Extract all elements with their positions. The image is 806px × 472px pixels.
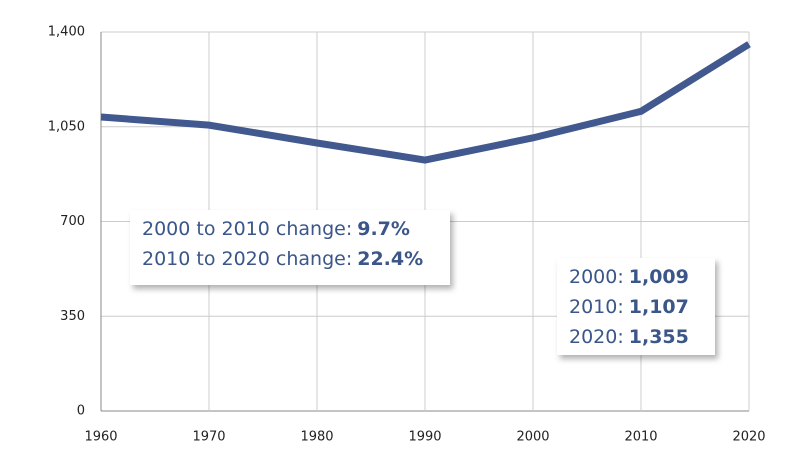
annotation-text: 2010 to 2020 change: 22.4% — [142, 248, 423, 270]
annotation-value: 1,009 — [629, 266, 689, 288]
annotation-box: 2000 to 2010 change: 9.7%2010 to 2020 cha… — [130, 210, 450, 285]
annotation-label: 2010: — [569, 296, 624, 318]
x-tick-label: 2010 — [624, 430, 657, 445]
annotation-label: 2000 to 2010 change: — [142, 218, 352, 240]
annotation-value: 1,355 — [629, 326, 689, 348]
x-tick-label: 1960 — [84, 430, 117, 445]
annotation-label: 2020: — [569, 326, 624, 348]
x-tick-label: 2020 — [732, 430, 765, 445]
annotation-text: 2010: 1,107 — [569, 296, 689, 318]
annotation-value: 22.4% — [357, 248, 423, 270]
annotation-value: 9.7% — [357, 218, 410, 240]
annotation-value: 1,107 — [629, 296, 689, 318]
annotation-background — [130, 210, 450, 285]
y-tick-label: 700 — [60, 214, 85, 229]
y-tick-label: 1,050 — [48, 119, 85, 134]
annotation-label: 2010 to 2020 change: — [142, 248, 352, 270]
y-tick-label: 350 — [60, 309, 85, 324]
y-tick-label: 1,400 — [48, 25, 85, 40]
y-tick-label: 0 — [77, 404, 85, 419]
x-tick-label: 1990 — [408, 430, 441, 445]
x-tick-label: 1980 — [300, 430, 333, 445]
annotation-text: 2000 to 2010 change: 9.7% — [142, 218, 410, 240]
annotation-text: 2020: 1,355 — [569, 326, 689, 348]
x-tick-label: 2000 — [516, 430, 549, 445]
annotation-label: 2000: — [569, 266, 624, 288]
annotation-text: 2000: 1,009 — [569, 266, 689, 288]
annotation-background — [557, 258, 715, 355]
x-tick-label: 1970 — [192, 430, 225, 445]
data-line — [100, 41, 751, 164]
